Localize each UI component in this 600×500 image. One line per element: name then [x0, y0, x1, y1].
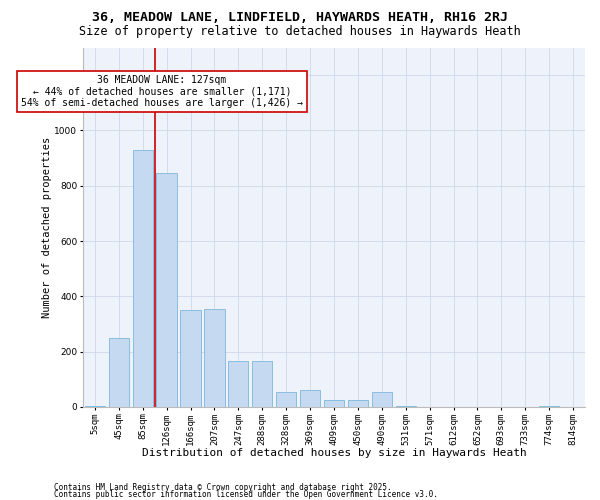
Bar: [539, 406, 559, 407]
Bar: [109, 338, 129, 407]
Bar: [85, 406, 105, 407]
Bar: [300, 390, 320, 407]
Bar: [324, 400, 344, 407]
Bar: [228, 362, 248, 407]
Text: 36 MEADOW LANE: 127sqm
← 44% of detached houses are smaller (1,171)
54% of semi-: 36 MEADOW LANE: 127sqm ← 44% of detached…: [21, 75, 303, 108]
Bar: [252, 362, 272, 407]
Bar: [133, 150, 153, 407]
Bar: [181, 310, 200, 407]
Y-axis label: Number of detached properties: Number of detached properties: [41, 136, 52, 318]
Bar: [395, 406, 416, 407]
Text: Size of property relative to detached houses in Haywards Heath: Size of property relative to detached ho…: [79, 25, 521, 38]
Text: 36, MEADOW LANE, LINDFIELD, HAYWARDS HEATH, RH16 2RJ: 36, MEADOW LANE, LINDFIELD, HAYWARDS HEA…: [92, 11, 508, 24]
Text: Contains public sector information licensed under the Open Government Licence v3: Contains public sector information licen…: [54, 490, 438, 499]
Bar: [371, 392, 392, 407]
Bar: [348, 400, 368, 407]
Bar: [276, 392, 296, 407]
X-axis label: Distribution of detached houses by size in Haywards Heath: Distribution of detached houses by size …: [142, 448, 526, 458]
Bar: [157, 174, 177, 407]
Text: Contains HM Land Registry data © Crown copyright and database right 2025.: Contains HM Land Registry data © Crown c…: [54, 483, 392, 492]
Bar: [204, 309, 224, 407]
